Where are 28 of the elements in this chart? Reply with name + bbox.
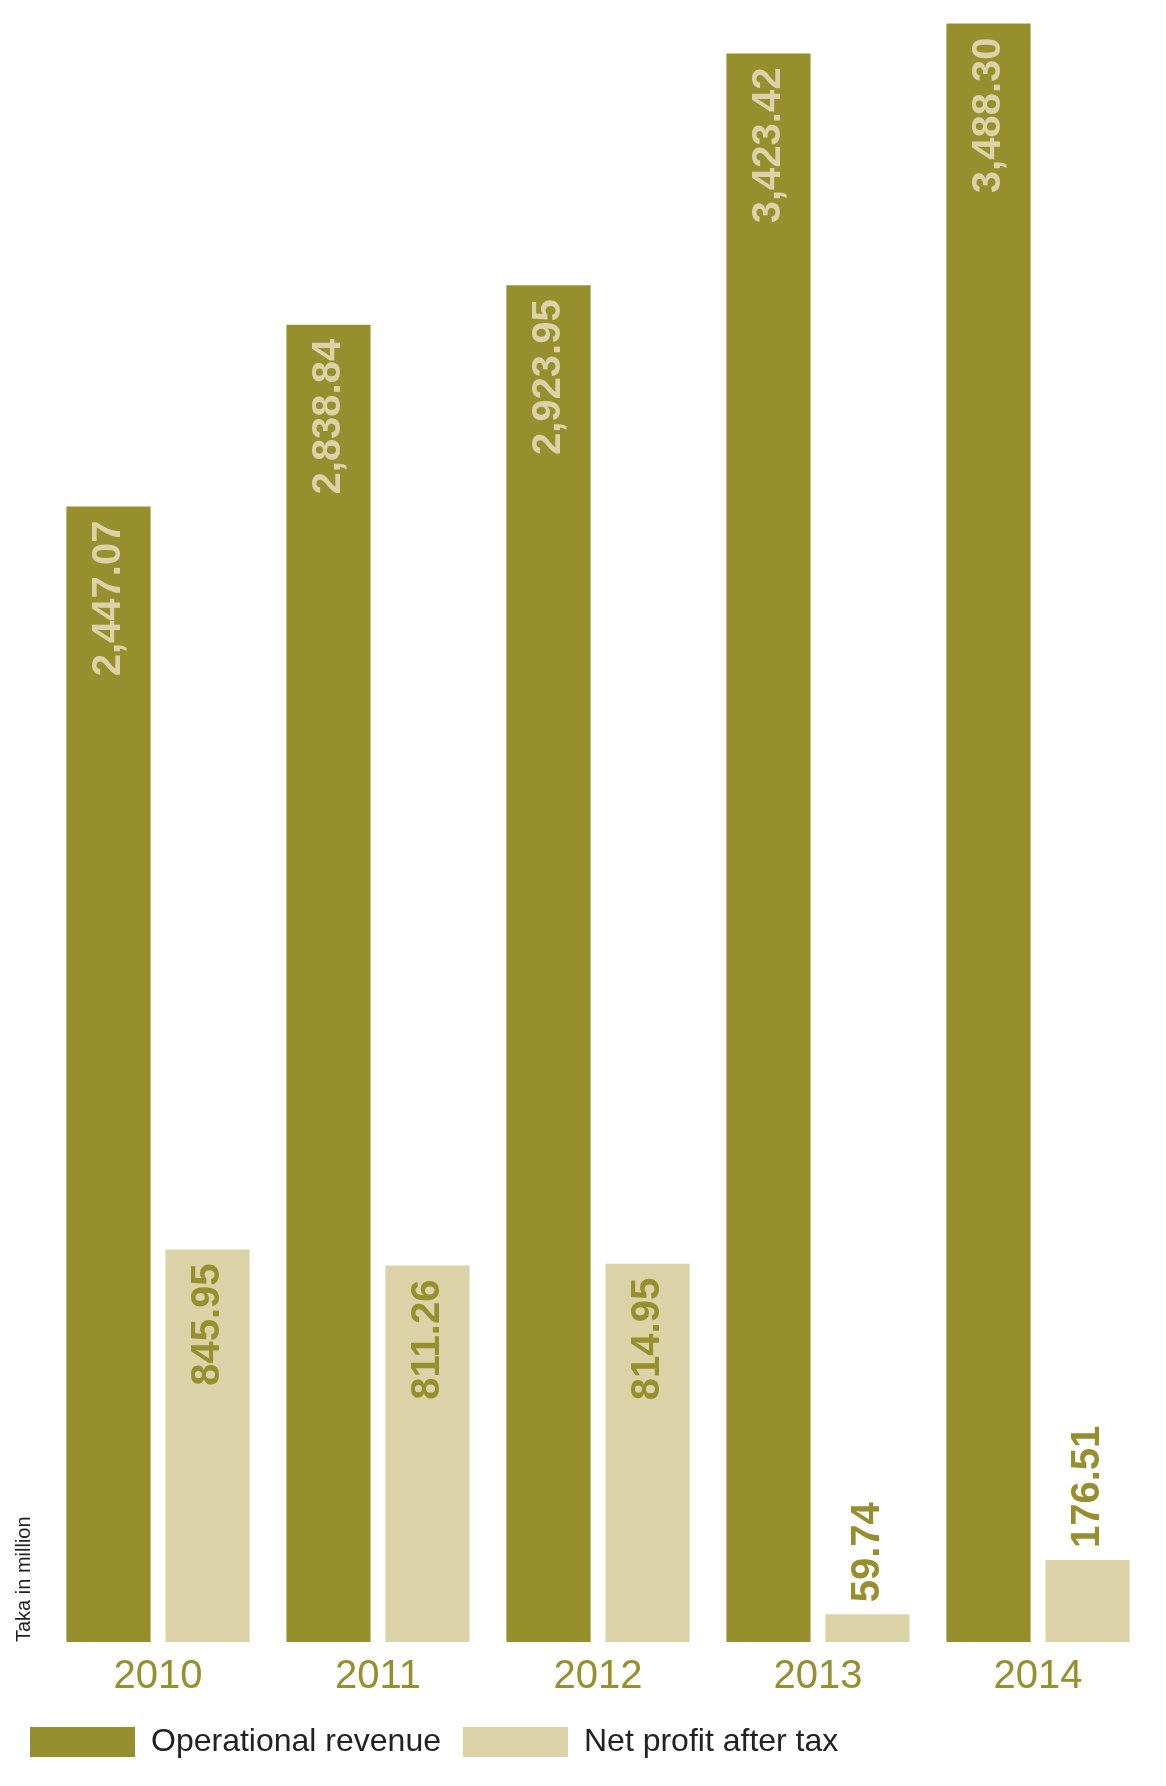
bar xyxy=(726,53,811,1642)
bar xyxy=(946,23,1031,1642)
data-label: 2,838.84 xyxy=(303,338,348,495)
y-axis-title: Taka in million xyxy=(11,1516,34,1642)
legend-label: Operational revenue xyxy=(151,1721,441,1758)
data-label: 59.74 xyxy=(842,1501,887,1603)
data-label: 2,447.07 xyxy=(83,520,128,677)
bar xyxy=(385,1265,470,1642)
data-label: 845.95 xyxy=(182,1263,227,1386)
bar xyxy=(165,1249,250,1642)
legend-label: Net profit after tax xyxy=(583,1721,839,1758)
bar xyxy=(286,324,371,1642)
x-tick-label: 2012 xyxy=(553,1652,643,1697)
x-tick-label: 2014 xyxy=(993,1652,1083,1697)
data-label: 2,923.95 xyxy=(523,299,568,455)
bar xyxy=(66,506,151,1642)
x-tick-label: 2013 xyxy=(773,1652,863,1697)
bar xyxy=(825,1614,910,1642)
bar xyxy=(506,285,591,1642)
bar xyxy=(1045,1560,1130,1642)
x-tick-label: 2011 xyxy=(334,1652,422,1697)
bar xyxy=(605,1263,690,1642)
data-label: 814.95 xyxy=(622,1277,667,1401)
data-label: 811.26 xyxy=(402,1279,447,1400)
data-label: 176.51 xyxy=(1062,1425,1107,1549)
data-label: 3,423.42 xyxy=(743,67,788,224)
x-tick-label: 2010 xyxy=(113,1652,203,1697)
data-label: 3,488.30 xyxy=(963,37,1008,194)
